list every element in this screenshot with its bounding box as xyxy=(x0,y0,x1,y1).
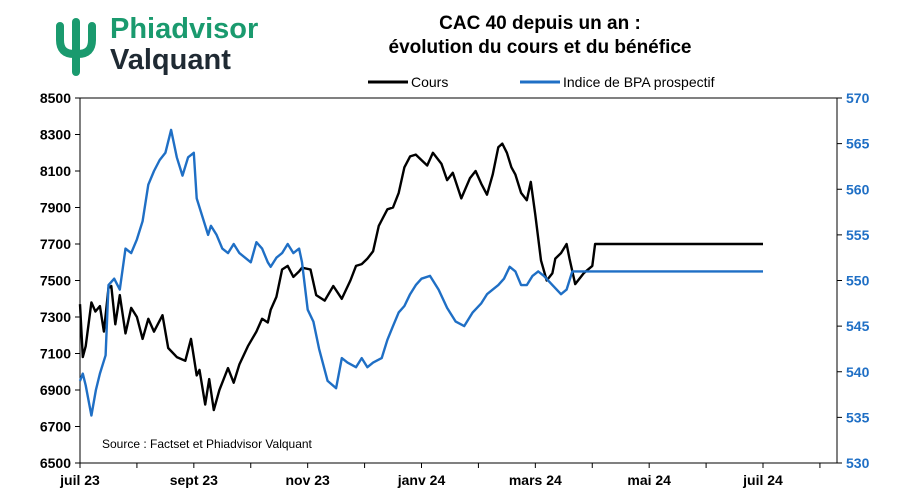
y-left-tick-label: 6900 xyxy=(40,382,71,398)
y-right-tick-label: 565 xyxy=(846,136,870,152)
x-tick-label: sept 23 xyxy=(170,472,218,488)
y-right-tick-label: 540 xyxy=(846,364,870,380)
axes: 6500 6700 6900 7100 7300 7500 7700 7900 8100 8300… xyxy=(40,90,870,488)
chart-title: CAC 40 depuis un an : évolution du cours… xyxy=(330,12,750,60)
y-left-tick-label: 7300 xyxy=(40,309,71,325)
x-tick-label: juil 24 xyxy=(742,472,783,488)
x-tick-label: juil 23 xyxy=(59,472,100,488)
y-left-tick-label: 8300 xyxy=(40,127,71,143)
y-right-tick-label: 560 xyxy=(846,181,870,197)
y-left-tick-label: 7700 xyxy=(40,236,71,252)
y-left-tick-label: 6500 xyxy=(40,455,71,471)
y-right-tick-label: 535 xyxy=(846,409,870,425)
y-left-tick-label: 7900 xyxy=(40,200,71,216)
legend: Cours Indice de BPA prospectif xyxy=(368,74,715,90)
legend-label-cours: Cours xyxy=(411,74,448,90)
series-lines xyxy=(78,128,763,417)
y-left-tick-label: 8500 xyxy=(40,90,71,106)
source-note: Source : Factset et Phiadvisor Valquant xyxy=(102,437,313,451)
y-right-tick-label: 545 xyxy=(846,318,870,334)
series-line-cours xyxy=(78,142,763,412)
y-left-tick-label: 7100 xyxy=(40,346,71,362)
chart-title-line1: CAC 40 depuis un an : xyxy=(439,13,641,34)
chart-title-line2: évolution du cours et du bénéfice xyxy=(388,37,692,58)
y-right-tick-label: 570 xyxy=(846,90,870,106)
brand-wordmark: Phiadvisor Valquant xyxy=(110,14,258,76)
y-right-tick-label: 555 xyxy=(846,227,870,243)
y-left-tick-label: 6700 xyxy=(40,419,71,435)
x-tick-label: mars 24 xyxy=(509,472,562,488)
brand-line2: Valquant xyxy=(110,44,231,76)
x-tick-label: mai 24 xyxy=(627,472,671,488)
y-left-tick-label: 8100 xyxy=(40,163,71,179)
y-left-tick-label: 7500 xyxy=(40,273,71,289)
logo: Phiadvisor Valquant xyxy=(48,14,288,78)
phi-logo-icon xyxy=(56,18,96,76)
y-right-tick-label: 530 xyxy=(846,455,870,471)
brand-line1: Phiadvisor xyxy=(110,13,259,45)
x-tick-label: janv 24 xyxy=(397,472,446,488)
x-tick-label: nov 23 xyxy=(285,472,330,488)
legend-label-bpa: Indice de BPA prospectif xyxy=(563,74,715,90)
y-right-tick-label: 550 xyxy=(846,273,870,289)
series-line-bpa xyxy=(78,128,763,417)
